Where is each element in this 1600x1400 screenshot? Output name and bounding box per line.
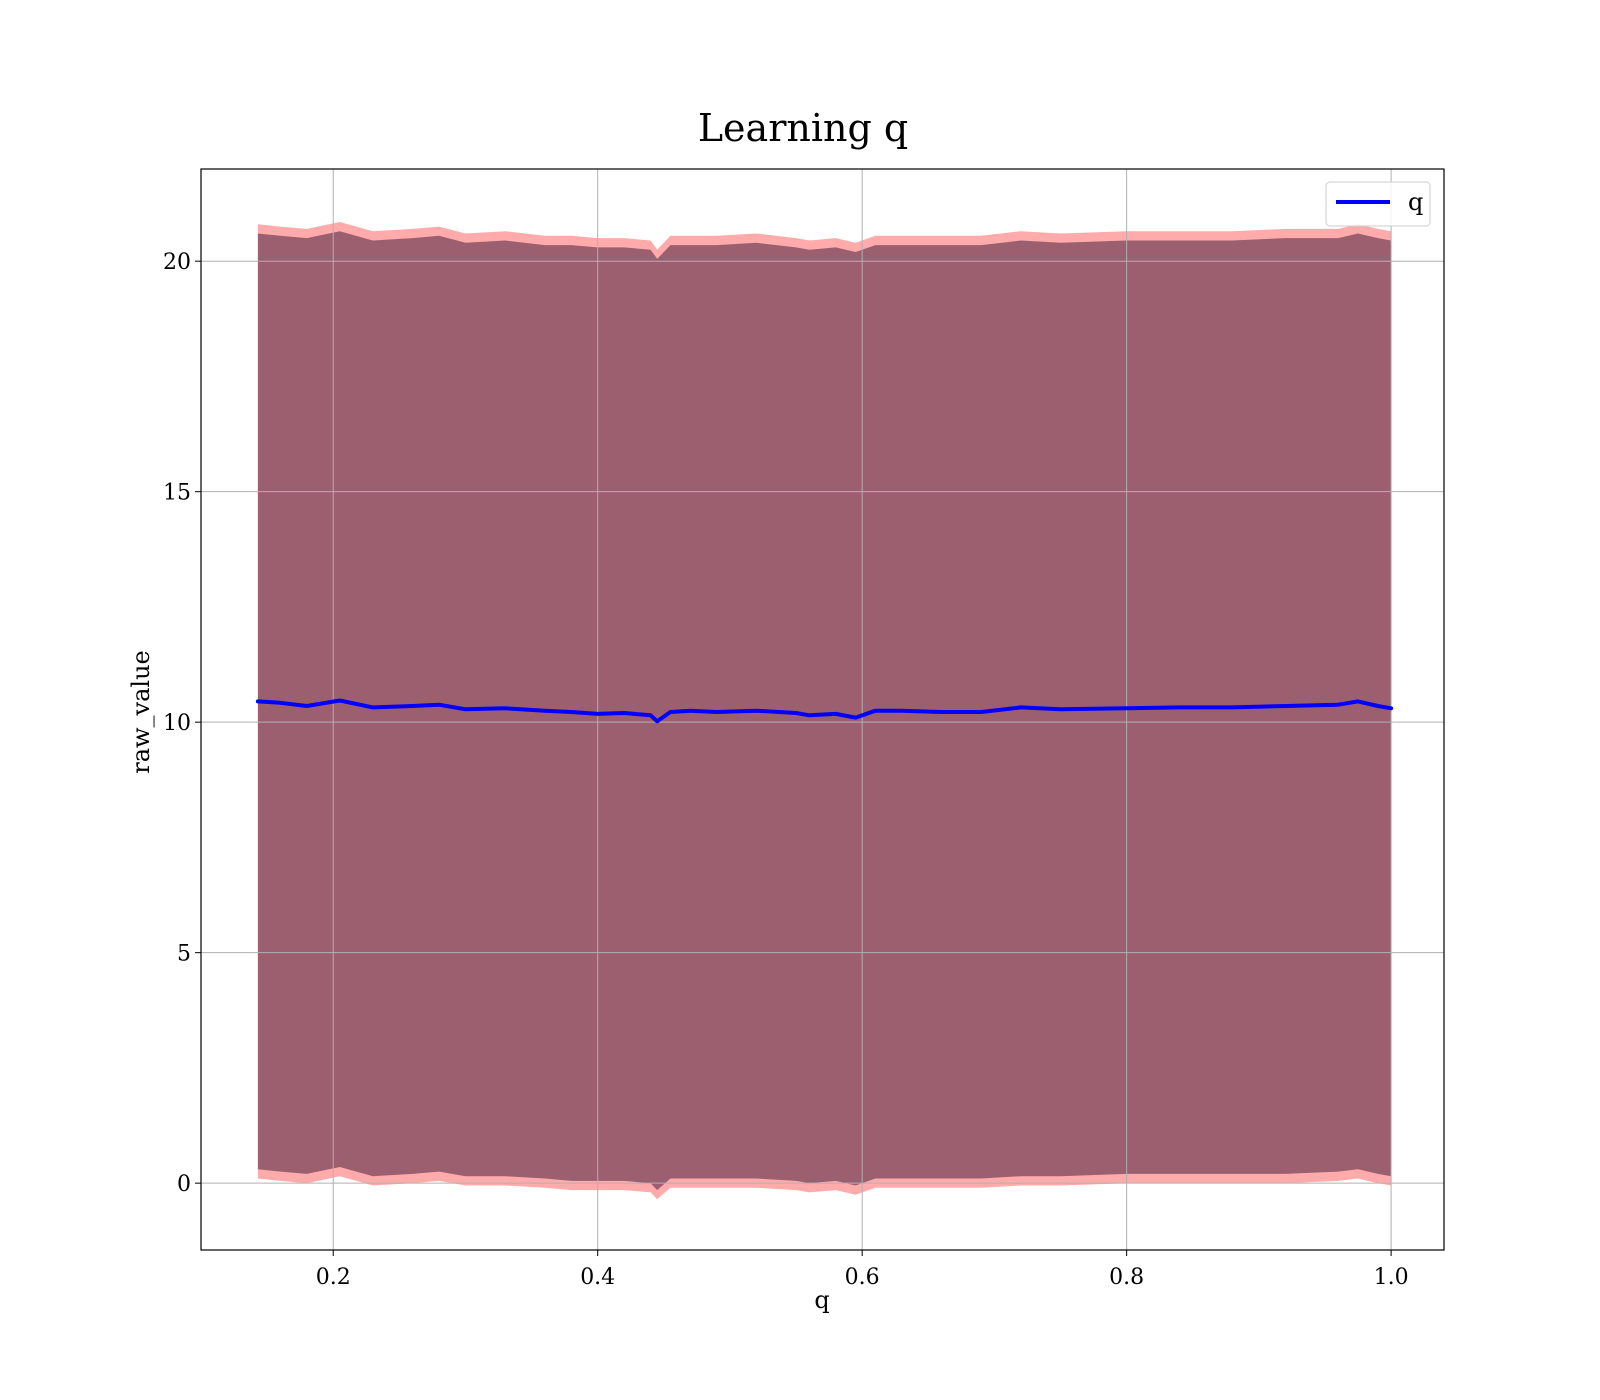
y-axis-ticks: 0 5 10 15 20 [163,250,201,1197]
band-1 [257,231,1392,1191]
y-tick-label-4: 20 [163,250,191,275]
y-tick-label-2: 10 [163,711,191,736]
series-lines [255,698,1394,724]
x-tick-label-4: 1.0 [1374,1265,1409,1290]
x-tick-label-1: 0.4 [580,1265,615,1290]
y-tick-label-1: 5 [177,942,191,967]
plot-frame [200,168,1445,1251]
y-tick-label-3: 15 [163,481,191,506]
series-line-q [255,698,1394,724]
x-tick-label-3: 0.8 [1109,1265,1144,1290]
y-tick-label-0: 0 [177,1172,191,1197]
x-axis-label: q [814,1286,829,1314]
x-axis-ticks: 0.2 0.4 0.6 0.8 1.0 [316,1250,1409,1290]
y-axis-label: raw_value [127,650,155,774]
confidence-bands [257,222,1392,1200]
legend-label-q: q [1408,188,1423,216]
plot-area [200,168,1445,1251]
x-tick-label-2: 0.6 [845,1265,880,1290]
chart-title: Learning q [698,106,908,150]
x-tick-label-0: 0.2 [316,1265,351,1290]
legend: q [1325,181,1431,227]
